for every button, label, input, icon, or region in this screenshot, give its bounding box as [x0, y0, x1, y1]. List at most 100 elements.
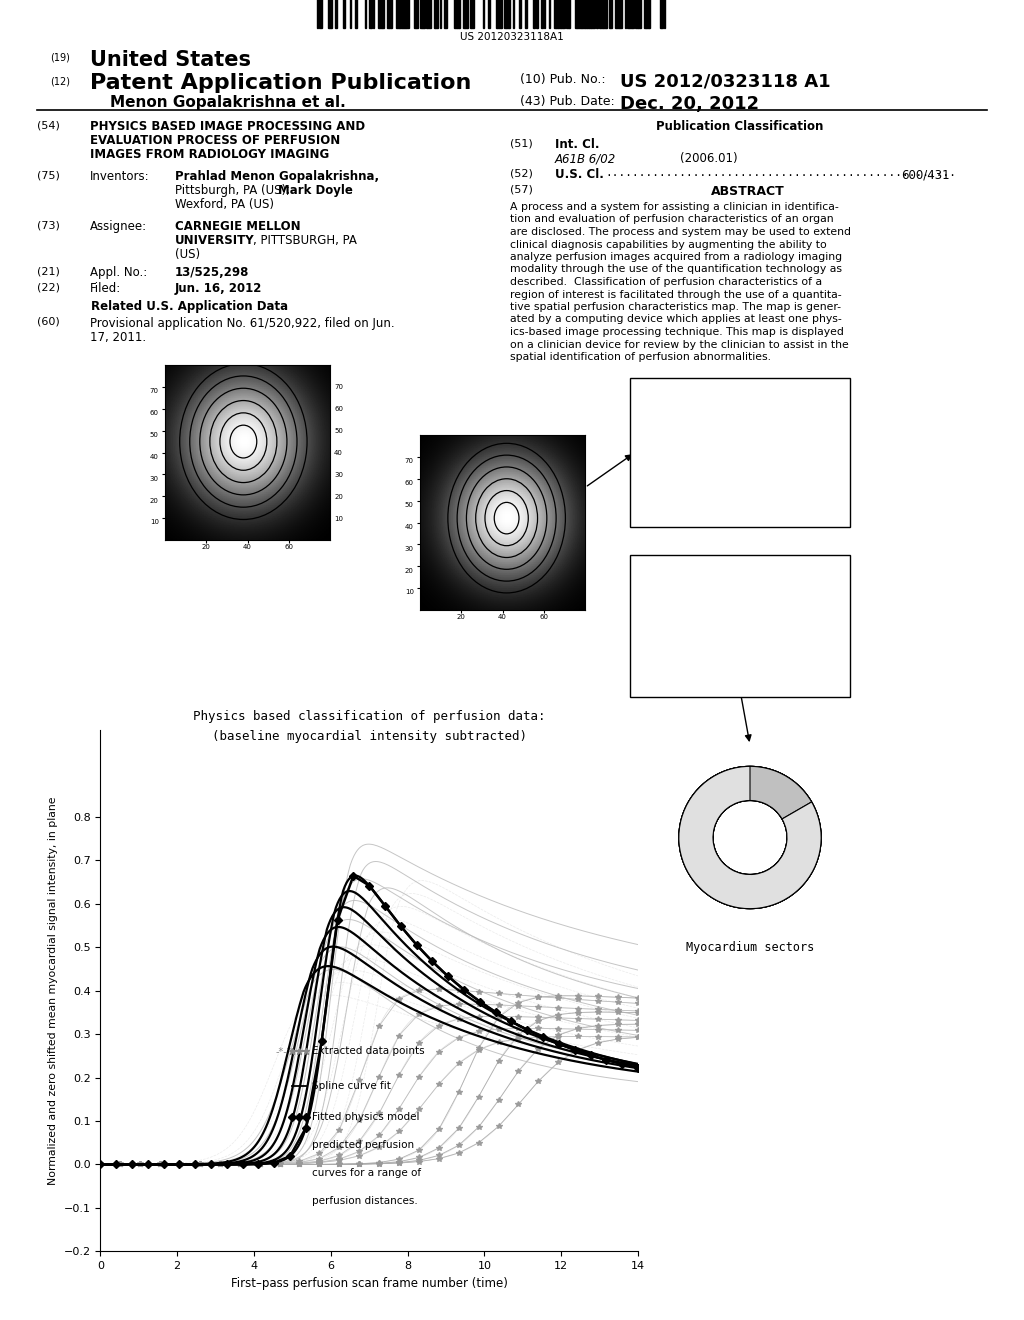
Text: Fitted physics model: Fitted physics model — [311, 1111, 419, 1122]
Text: Filed:: Filed: — [90, 282, 121, 294]
Bar — [444, 0, 447, 28]
Bar — [589, 0, 591, 28]
Text: curves for a range of: curves for a range of — [311, 1168, 421, 1179]
Bar — [603, 0, 606, 28]
Text: (baseline myocardial intensity subtracted): (baseline myocardial intensity subtracte… — [212, 730, 526, 743]
Text: Appl. No.:: Appl. No.: — [90, 267, 147, 279]
Text: perfusion distances.: perfusion distances. — [311, 1196, 418, 1206]
Text: spatial identification of perfusion abnormalities.: spatial identification of perfusion abno… — [510, 352, 771, 362]
Bar — [465, 0, 467, 28]
Bar — [563, 0, 565, 28]
Bar — [591, 0, 595, 28]
Text: 60: 60 — [404, 480, 414, 486]
Bar — [379, 0, 382, 28]
Text: Extracted data points: Extracted data points — [311, 1047, 424, 1056]
Text: 50: 50 — [404, 502, 414, 508]
X-axis label: First–pass perfusion scan frame number (time): First–pass perfusion scan frame number (… — [230, 1276, 508, 1290]
Text: (10) Pub. No.:: (10) Pub. No.: — [520, 73, 605, 86]
Text: IMAGES FROM RADIOLOGY IMAGING: IMAGES FROM RADIOLOGY IMAGING — [90, 148, 330, 161]
Text: Dec. 20, 2012: Dec. 20, 2012 — [620, 95, 759, 114]
Wedge shape — [679, 767, 821, 908]
Text: Myocardium sectors: Myocardium sectors — [686, 941, 814, 953]
Text: A61B 6/02: A61B 6/02 — [555, 152, 616, 165]
Text: tion and evaluation of perfusion characteristics of an organ: tion and evaluation of perfusion charact… — [510, 214, 834, 224]
Text: predicted perfusion: predicted perfusion — [311, 1140, 414, 1150]
Text: Assignee:: Assignee: — [90, 220, 147, 234]
Bar — [644, 0, 646, 28]
Bar — [575, 0, 577, 28]
Bar — [387, 0, 389, 28]
Bar — [620, 0, 622, 28]
Text: 17, 2011.: 17, 2011. — [90, 331, 146, 345]
Text: analyze perfusion images acquired from a radiology imaging: analyze perfusion images acquired from a… — [510, 252, 842, 261]
Bar — [435, 0, 438, 28]
Text: Patent Application Publication: Patent Application Publication — [90, 73, 471, 92]
Text: Int. Cl.: Int. Cl. — [555, 139, 599, 150]
Text: 10: 10 — [404, 590, 414, 595]
Text: Wexford, PA (US): Wexford, PA (US) — [175, 198, 274, 211]
Text: (12): (12) — [50, 77, 70, 86]
Text: tive spatial perfusion characteristics map. The map is gener-: tive spatial perfusion characteristics m… — [510, 302, 841, 312]
Text: ated by a computing device which applies at least one phys-: ated by a computing device which applies… — [510, 314, 842, 325]
Text: Pittsburgh, PA (US);: Pittsburgh, PA (US); — [175, 183, 294, 197]
Text: 60: 60 — [150, 411, 159, 416]
Text: (60): (60) — [37, 317, 59, 327]
Text: EVALUATION PROCESS OF PERFUSION: EVALUATION PROCESS OF PERFUSION — [90, 135, 340, 147]
Bar — [610, 0, 612, 28]
Bar — [355, 0, 357, 28]
Bar — [566, 0, 569, 28]
Bar — [369, 0, 371, 28]
Bar — [457, 0, 459, 28]
Text: PHYSICS BASED IMAGE PROCESSING AND: PHYSICS BASED IMAGE PROCESSING AND — [90, 120, 366, 133]
Bar — [454, 0, 457, 28]
Text: Inventors:: Inventors: — [90, 170, 150, 183]
Bar — [558, 0, 561, 28]
Bar — [343, 0, 345, 28]
Bar — [504, 0, 506, 28]
Text: (19): (19) — [50, 51, 70, 62]
Text: US 20120323118A1: US 20120323118A1 — [460, 32, 564, 42]
Bar — [632, 0, 634, 28]
Text: 10: 10 — [150, 520, 159, 525]
Bar — [416, 0, 418, 28]
Bar — [638, 0, 641, 28]
Text: (2006.01): (2006.01) — [680, 152, 737, 165]
Text: (51): (51) — [510, 139, 532, 148]
Text: 20: 20 — [150, 498, 159, 504]
Bar — [471, 0, 474, 28]
Text: (52): (52) — [510, 168, 532, 178]
Text: 30: 30 — [150, 475, 159, 482]
Wedge shape — [688, 767, 821, 908]
Bar — [382, 0, 384, 28]
Bar — [615, 0, 618, 28]
Text: (43) Pub. Date:: (43) Pub. Date: — [520, 95, 614, 108]
Bar — [389, 0, 391, 28]
Bar — [420, 0, 422, 28]
Wedge shape — [679, 767, 812, 908]
Text: United States: United States — [90, 50, 251, 70]
Bar — [541, 0, 543, 28]
Bar — [635, 0, 638, 28]
Text: Automatic shape
detection of left
ventricular
myocardium: Automatic shape detection of left ventri… — [680, 392, 801, 450]
Text: 70: 70 — [404, 458, 414, 465]
Bar — [554, 0, 556, 28]
Wedge shape — [679, 767, 821, 908]
Bar — [646, 0, 649, 28]
Text: 50: 50 — [150, 432, 159, 438]
Bar — [582, 0, 585, 28]
Bar — [396, 0, 399, 28]
Text: Prahlad Menon Gopalakrishna,: Prahlad Menon Gopalakrishna, — [175, 170, 379, 183]
Text: region of interest is facilitated through the use of a quantita-: region of interest is facilitated throug… — [510, 289, 842, 300]
Text: (22): (22) — [37, 282, 60, 292]
Text: -*-*-: -*-*- — [275, 1047, 295, 1056]
Text: (75): (75) — [37, 170, 59, 180]
Text: CARNEGIE MELLON: CARNEGIE MELLON — [175, 220, 301, 234]
Text: (73): (73) — [37, 220, 59, 230]
Bar — [561, 0, 563, 28]
Bar — [335, 0, 337, 28]
Bar — [600, 0, 603, 28]
Bar — [556, 0, 558, 28]
Text: (21): (21) — [37, 267, 59, 276]
Bar — [525, 0, 527, 28]
Text: (US): (US) — [175, 248, 200, 261]
